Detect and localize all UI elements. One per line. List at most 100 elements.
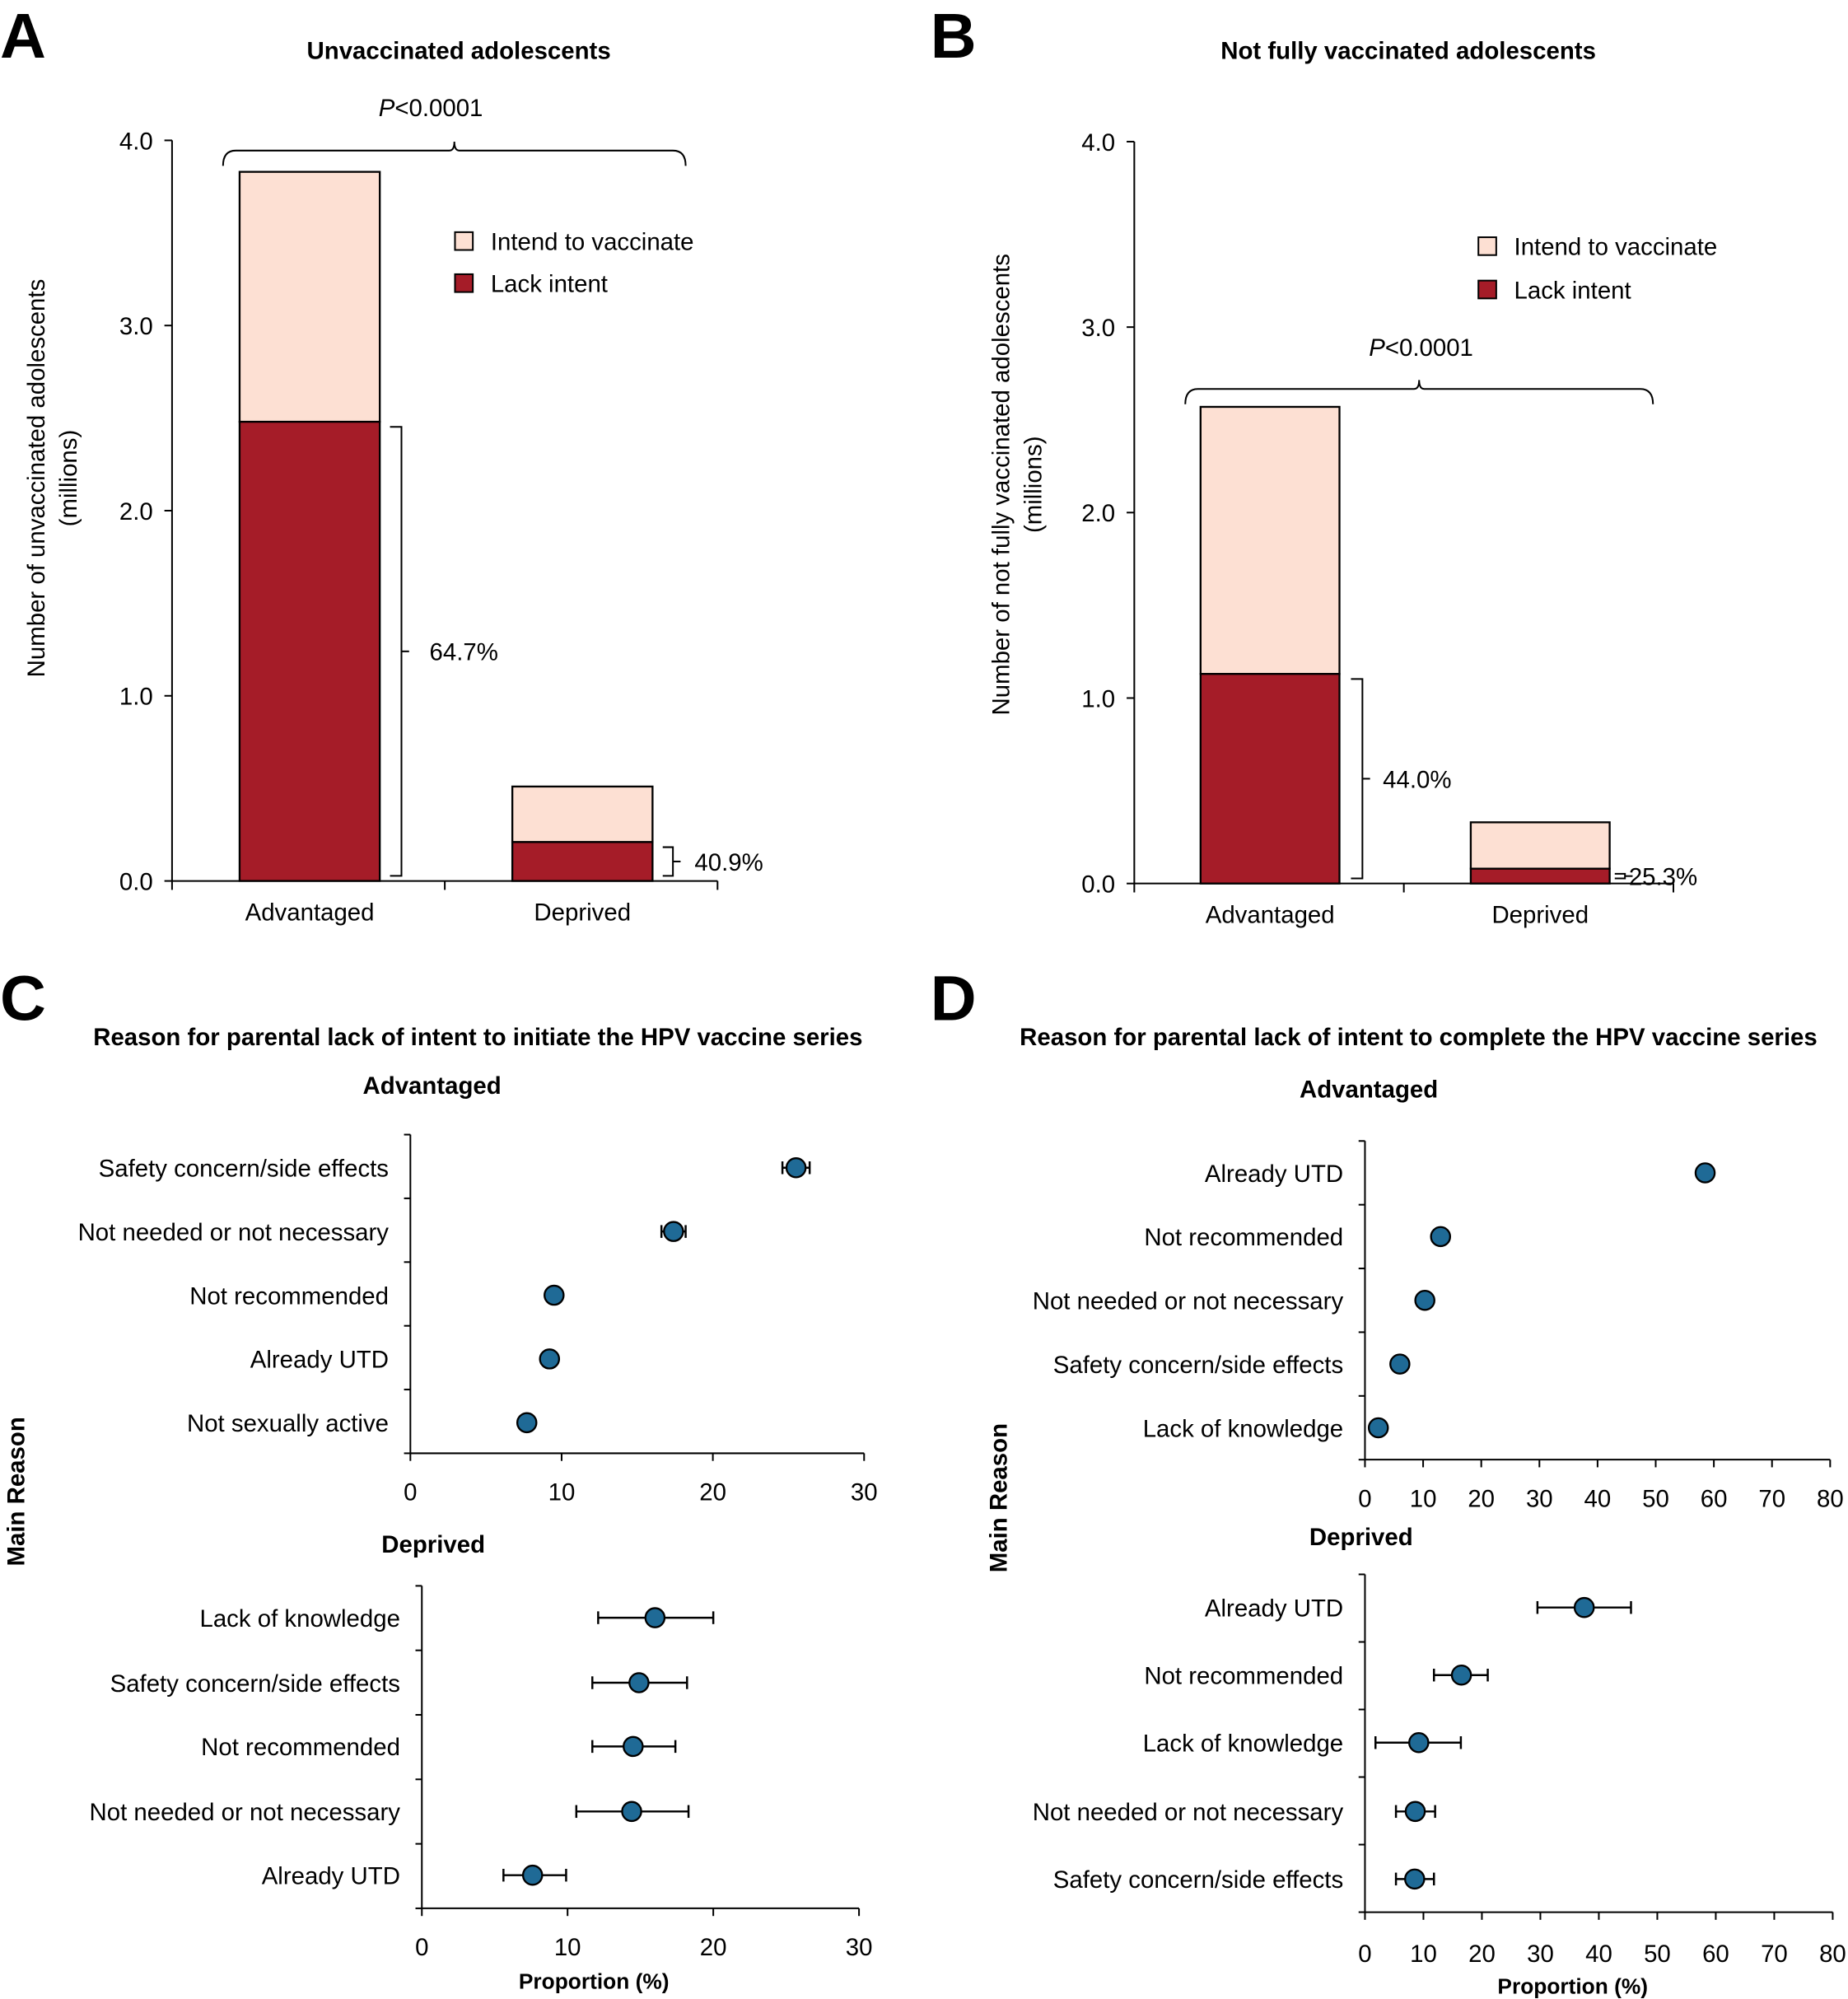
legend-label: Lack intent — [1514, 277, 1631, 304]
subplot-title: Advantaged — [363, 1072, 502, 1100]
x-tick-label: 0 — [415, 1934, 428, 1961]
bar-lack-intent — [511, 841, 654, 882]
x-tick-label: 10 — [1410, 1485, 1437, 1512]
data-point — [1404, 1801, 1426, 1823]
y-tick-label: 3.0 — [1081, 315, 1115, 342]
x-tick-label: 60 — [1701, 1485, 1728, 1512]
chart-title: Reason for parental lack of intent to co… — [1020, 1024, 1818, 1051]
x-category-label: Advantaged — [245, 899, 375, 927]
category-label: Safety concern/side effects — [110, 1670, 400, 1698]
y-axis-label-unit: (millions) — [1020, 436, 1047, 533]
x-tick-label: 20 — [699, 1479, 726, 1506]
y-axis-label-unit: (millions) — [55, 430, 82, 527]
p-value: <0.0001 — [394, 95, 483, 122]
x-tick-label: 50 — [1642, 1485, 1669, 1512]
x-tick-label: 20 — [1468, 1941, 1496, 1968]
data-point — [1450, 1664, 1472, 1686]
p-value-prefix: P — [379, 95, 395, 122]
category-label: Not recommended — [1144, 1224, 1343, 1251]
legend-label: Lack intent — [491, 271, 608, 298]
data-point — [1414, 1289, 1435, 1311]
bar-lack-intent — [1199, 673, 1341, 885]
panel-letter: B — [931, 1, 977, 72]
panel-letter: D — [931, 963, 977, 1034]
data-point — [1389, 1353, 1411, 1375]
x-tick-label: 10 — [548, 1479, 576, 1506]
data-point — [544, 1284, 565, 1306]
p-value-label: P<0.0001 — [1369, 334, 1473, 362]
panel-letter: A — [0, 1, 46, 72]
percent-label: 25.3% — [1629, 863, 1697, 890]
x-axis-label: Proportion (%) — [1497, 1974, 1648, 1999]
percent-bracket — [662, 846, 674, 877]
chart-title: Reason for parental lack of intent to in… — [93, 1024, 862, 1051]
x-tick-label: 30 — [846, 1934, 873, 1961]
percent-bracket — [390, 426, 403, 877]
legend-swatch-intend — [1477, 236, 1497, 256]
x-tick-label: 0 — [1358, 1941, 1371, 1968]
p-value-brace — [222, 141, 687, 166]
y-axis-label: Number of unvaccinated adolescents — [23, 279, 50, 678]
data-point — [539, 1348, 561, 1370]
p-value-prefix: P — [1369, 334, 1385, 362]
category-label: Safety concern/side effects — [1053, 1866, 1343, 1894]
y-axis-label: Main Reason — [2, 1417, 30, 1566]
category-label: Not recommended — [1144, 1663, 1343, 1690]
category-label: Not recommended — [189, 1282, 389, 1310]
subplot-title: Advantaged — [1300, 1077, 1438, 1104]
y-tick-label: 4.0 — [119, 128, 153, 155]
category-label: Lack of knowledge — [1143, 1415, 1343, 1442]
category-label: Not needed or not necessary — [90, 1799, 401, 1826]
x-tick-label: 80 — [1817, 1485, 1844, 1512]
x-tick-label: 0 — [404, 1479, 417, 1506]
legend-label: Intend to vaccinate — [1514, 234, 1718, 261]
category-label: Not sexually active — [187, 1410, 389, 1437]
category-label: Not recommended — [201, 1734, 400, 1761]
category-label: Not needed or not necessary — [1033, 1288, 1344, 1315]
panel-letter: C — [0, 963, 46, 1034]
chart-title: Unvaccinated adolescents — [307, 37, 611, 64]
subplot-title: Deprived — [1309, 1524, 1413, 1551]
x-tick-label: 30 — [1526, 1485, 1553, 1512]
bar-intend-to-vaccinate — [1199, 405, 1341, 675]
category-label: Already UTD — [1205, 1595, 1343, 1623]
data-point — [1367, 1417, 1389, 1439]
x-tick-label: 50 — [1644, 1941, 1671, 1968]
x-tick-label: 70 — [1758, 1485, 1785, 1512]
y-tick-label: 0.0 — [119, 868, 153, 895]
y-axis-label: Main Reason — [986, 1423, 1013, 1572]
category-label: Already UTD — [1205, 1161, 1343, 1188]
legend-swatch-intend — [454, 231, 474, 251]
bar-intend-to-vaccinate — [1469, 821, 1611, 870]
category-label: Safety concern/side effects — [1053, 1352, 1343, 1379]
data-point — [1430, 1226, 1452, 1248]
legend-label: Intend to vaccinate — [491, 229, 694, 256]
data-point — [1404, 1868, 1426, 1890]
data-point — [628, 1672, 650, 1693]
category-label: Safety concern/side effects — [99, 1156, 389, 1183]
data-point — [521, 1864, 544, 1886]
subplot-title: Deprived — [381, 1531, 485, 1558]
percent-bracket — [1351, 678, 1364, 880]
chart-title: Not fully vaccinated adolescents — [1220, 37, 1596, 64]
data-point — [1573, 1596, 1595, 1618]
data-point — [623, 1735, 644, 1758]
y-tick-label: 2.0 — [1081, 500, 1115, 527]
category-label: Lack of knowledge — [199, 1605, 399, 1632]
x-category-label: Advantaged — [1206, 902, 1335, 929]
x-tick-label: 20 — [1468, 1485, 1495, 1512]
percent-label: 64.7% — [430, 639, 498, 666]
y-tick-label: 4.0 — [1081, 129, 1115, 156]
bar-intend-to-vaccinate — [511, 785, 654, 843]
data-point — [621, 1801, 642, 1823]
y-tick-label: 3.0 — [119, 313, 153, 340]
p-value-brace — [1184, 380, 1654, 404]
y-tick-label: 0.0 — [1081, 871, 1115, 899]
x-tick-label: 30 — [1527, 1941, 1554, 1968]
data-point — [663, 1221, 684, 1242]
data-point — [644, 1607, 666, 1628]
percent-label: 44.0% — [1383, 766, 1451, 793]
y-tick-label: 1.0 — [1081, 685, 1115, 712]
x-tick-label: 80 — [1819, 1941, 1846, 1968]
